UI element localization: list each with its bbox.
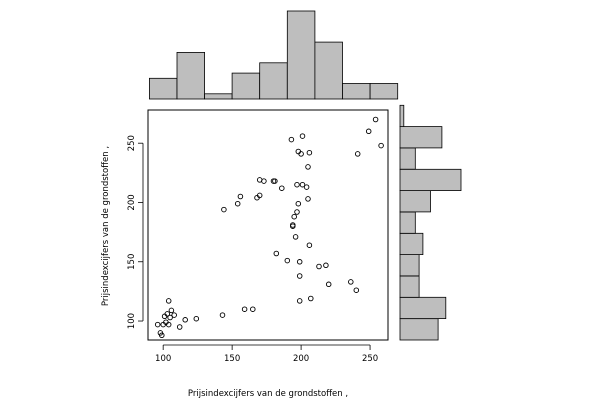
x-axis: 100 150 200 250 <box>155 344 378 364</box>
y-hist-bar-5 <box>399 211 416 234</box>
data-point-50 <box>308 295 314 302</box>
data-point-14 <box>193 315 200 322</box>
data-point-39 <box>296 259 303 265</box>
y-tick-label-250: 250 <box>127 135 137 151</box>
y-hist-bar-1 <box>399 296 447 319</box>
data-point-56 <box>354 151 361 157</box>
x-hist-bar-7 <box>342 83 371 100</box>
data-point-59 <box>378 142 384 149</box>
data-point-36 <box>294 181 300 188</box>
y-axis-label: Prijsindexcijfers van de grondstoffen , <box>101 146 111 306</box>
x-hist-bar-0 <box>148 77 178 100</box>
data-point-6 <box>164 311 171 317</box>
x-hist-bar-4 <box>259 62 288 100</box>
data-point-20 <box>237 193 244 200</box>
data-point-27 <box>273 250 280 257</box>
y-hist-bar-10 <box>399 104 405 128</box>
data-point-33 <box>291 213 297 220</box>
x-hist-bar-6 <box>314 41 343 100</box>
scatter-points <box>154 116 384 339</box>
y-hist-bar-2 <box>399 275 420 298</box>
y-tick-label-200: 200 <box>127 194 137 210</box>
x-hist-bar-8 <box>369 83 399 100</box>
y-hist-bar-4 <box>399 232 424 256</box>
x-tick-label-150: 150 <box>224 354 240 364</box>
data-point-44 <box>299 181 306 188</box>
data-point-17 <box>250 306 256 312</box>
data-point-13 <box>182 317 188 323</box>
data-point-24 <box>261 178 267 184</box>
x-hist-bar-2 <box>204 93 233 100</box>
data-point-48 <box>306 149 313 156</box>
x-hist-bar-3 <box>231 72 261 100</box>
data-point-45 <box>303 184 310 190</box>
data-point-42 <box>298 151 304 157</box>
data-point-51 <box>316 263 322 270</box>
data-point-18 <box>221 206 227 213</box>
y-axis: 100 150 200 250 <box>127 135 144 329</box>
plot-frame <box>147 109 389 341</box>
y-tick-label-100: 100 <box>127 313 137 329</box>
x-tick-label-250: 250 <box>362 354 378 364</box>
data-point-28 <box>279 185 285 191</box>
data-point-16 <box>241 306 248 312</box>
data-point-11 <box>171 312 177 318</box>
data-point-22 <box>256 192 263 199</box>
data-point-49 <box>306 242 313 248</box>
y-hist-bar-3 <box>399 254 420 277</box>
data-point-52 <box>323 262 329 269</box>
data-point-30 <box>288 136 295 143</box>
data-point-53 <box>325 281 332 288</box>
data-point-34 <box>292 234 299 240</box>
data-point-7 <box>165 321 172 328</box>
data-point-29 <box>284 257 291 264</box>
data-point-32 <box>290 223 296 229</box>
x-axis-label: Prijsindexcijfers van de grondstoffen , <box>188 389 348 399</box>
x-tick-label-200: 200 <box>293 354 309 364</box>
data-point-9 <box>168 307 175 314</box>
data-point-26 <box>272 178 278 184</box>
y-hist-bar-0 <box>399 318 439 341</box>
data-point-40 <box>296 273 303 279</box>
y-hist-bar-6 <box>399 190 431 213</box>
data-point-46 <box>305 196 311 202</box>
x-hist-bar-5 <box>286 10 316 100</box>
data-point-35 <box>294 209 300 215</box>
x-hist-bar-1 <box>176 52 206 100</box>
y-hist-bar-7 <box>399 168 462 192</box>
data-point-58 <box>372 116 379 123</box>
data-point-15 <box>219 312 226 318</box>
y-hist-bar-9 <box>399 126 443 149</box>
data-point-0 <box>154 321 161 328</box>
data-point-37 <box>295 200 302 207</box>
data-point-12 <box>176 324 183 330</box>
data-point-10 <box>165 298 172 304</box>
data-point-55 <box>353 287 360 293</box>
data-point-54 <box>348 279 354 285</box>
data-point-41 <box>296 298 303 304</box>
y-tick-label-150: 150 <box>127 254 137 270</box>
y-hist-bar-8 <box>399 147 416 170</box>
y-marginal-histogram <box>399 104 462 341</box>
data-point-57 <box>365 128 372 135</box>
data-point-8 <box>167 314 173 321</box>
data-point-2 <box>159 332 165 339</box>
data-point-47 <box>305 164 311 170</box>
data-point-43 <box>299 133 306 139</box>
data-point-19 <box>234 200 241 207</box>
x-tick-label-100: 100 <box>155 354 171 364</box>
x-marginal-histogram <box>148 10 399 100</box>
